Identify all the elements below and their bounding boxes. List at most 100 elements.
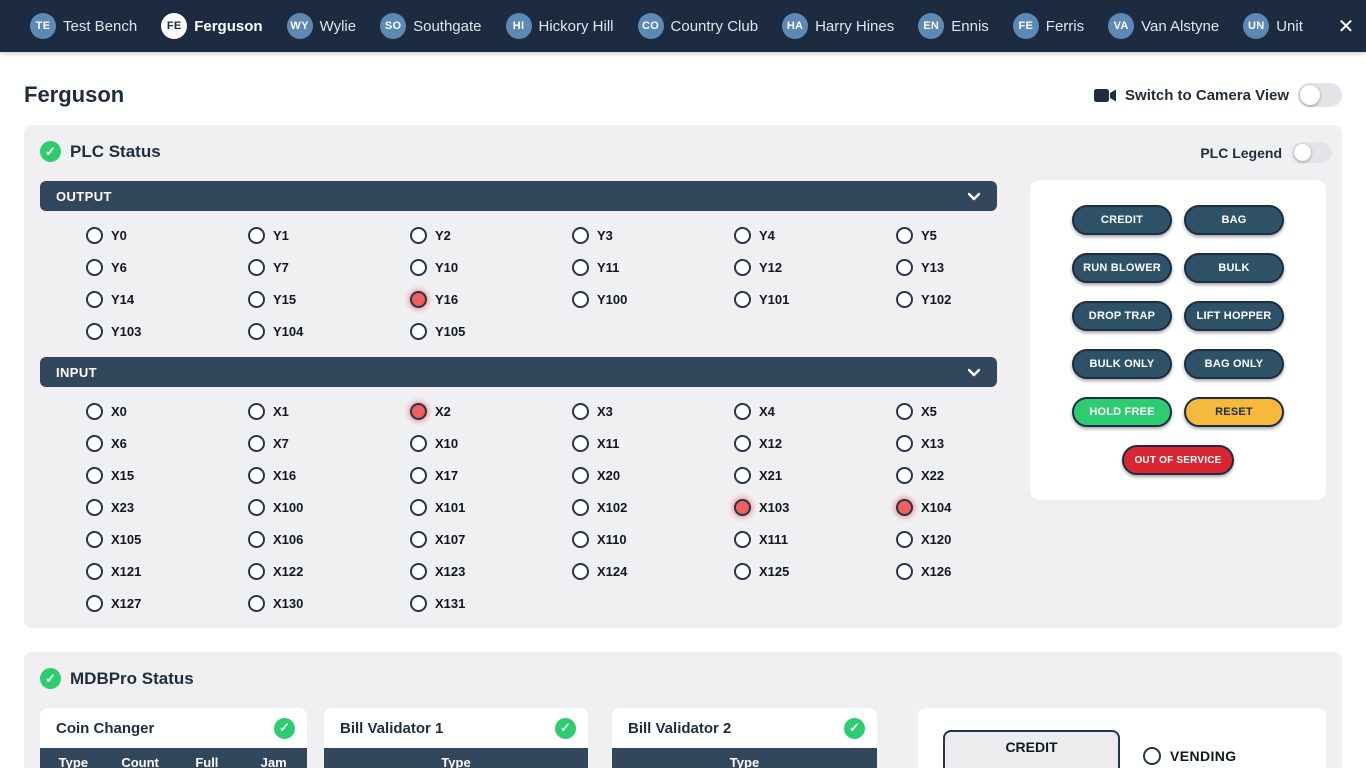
radio-Y1[interactable] [248,226,265,244]
bag-only-button[interactable]: BAG ONLY [1184,349,1284,379]
plc-point-X123: X123 [410,555,572,587]
radio-Y105[interactable] [410,322,427,340]
radio-X2[interactable] [410,402,427,420]
radio-Y0[interactable] [86,226,103,244]
radio-X131[interactable] [410,594,427,612]
plc-point-X17: X17 [410,459,572,491]
radio-label: Y3 [597,227,613,243]
camera-view-toggle[interactable] [1298,83,1342,107]
run-blower-button[interactable]: RUN BLOWER [1072,253,1172,283]
radio-X104[interactable] [896,498,913,516]
radio-X12[interactable] [734,434,751,452]
radio-X4[interactable] [734,402,751,420]
radio-X123[interactable] [410,562,427,580]
nav-tab-ferris[interactable]: FE Ferris [1012,13,1084,39]
radio-X120[interactable] [896,530,913,548]
radio-X10[interactable] [410,434,427,452]
nav-tab-hickory-hill[interactable]: HI Hickory Hill [505,13,614,39]
radio-X127[interactable] [86,594,103,612]
radio-X105[interactable] [86,530,103,548]
lift-hopper-button[interactable]: LIFT HOPPER [1184,301,1284,331]
reset-button[interactable]: RESET [1184,397,1284,427]
radio-Y100[interactable] [572,290,589,308]
plc-legend-toggle-row: PLC Legend [1200,142,1332,163]
bag-button[interactable]: BAG [1184,205,1284,235]
radio-Y104[interactable] [248,322,265,340]
radio-Y101[interactable] [734,290,751,308]
out-of-service-button[interactable]: OUT OF SERVICE [1122,445,1234,475]
radio-Y6[interactable] [86,258,103,276]
radio-Y103[interactable] [86,322,103,340]
radio-Y2[interactable] [410,226,427,244]
radio-X111[interactable] [734,530,751,548]
radio-label: X13 [921,435,945,451]
radio-X102[interactable] [572,498,589,516]
radio-X22[interactable] [896,466,913,484]
radio-X100[interactable] [248,498,265,516]
radio-Y10[interactable] [410,258,427,276]
vending-radio[interactable] [1143,747,1161,765]
nav-tab-van-alstyne[interactable]: VA Van Alstyne [1108,13,1219,39]
hold-free-button[interactable]: HOLD FREE [1072,397,1172,427]
radio-Y5[interactable] [896,226,913,244]
radio-Y3[interactable] [572,226,589,244]
plc-point-Y3: Y3 [572,219,734,251]
bulk-only-button[interactable]: BULK ONLY [1072,349,1172,379]
plc-section-header-output[interactable]: OUTPUT [40,181,997,211]
radio-Y11[interactable] [572,258,589,276]
radio-X101[interactable] [410,498,427,516]
radio-X13[interactable] [896,434,913,452]
radio-X7[interactable] [248,434,265,452]
radio-X23[interactable] [86,498,103,516]
radio-X103[interactable] [734,498,751,516]
radio-X1[interactable] [248,402,265,420]
plc-point-Y15: Y15 [248,283,410,315]
nav-tab-country-club[interactable]: CO Country Club [637,13,758,39]
radio-Y4[interactable] [734,226,751,244]
radio-X125[interactable] [734,562,751,580]
tab-label: Wylie [319,17,357,35]
bulk-button[interactable]: BULK [1184,253,1284,283]
radio-Y15[interactable] [248,290,265,308]
radio-X0[interactable] [86,402,103,420]
radio-Y16[interactable] [410,290,427,308]
radio-X110[interactable] [572,530,589,548]
radio-Y102[interactable] [896,290,913,308]
radio-X11[interactable] [572,434,589,452]
radio-X121[interactable] [86,562,103,580]
tab-label: Ferguson [194,17,263,35]
radio-X130[interactable] [248,594,265,612]
credit-button[interactable]: CREDIT [1072,205,1172,235]
radio-X106[interactable] [248,530,265,548]
nav-tab-southgate[interactable]: SO Southgate [380,13,482,39]
radio-label: X10 [435,435,459,451]
nav-tab-wylie[interactable]: WY Wylie [286,13,357,39]
radio-X16[interactable] [248,466,265,484]
nav-tab-ferguson[interactable]: FE Ferguson [161,13,263,39]
radio-Y7[interactable] [248,258,265,276]
radio-X3[interactable] [572,402,589,420]
nav-tab-ennis[interactable]: EN Ennis [918,13,989,39]
radio-X126[interactable] [896,562,913,580]
vending-option[interactable]: VENDING [1143,747,1237,765]
close-icon[interactable]: ✕ [1326,0,1366,52]
radio-X15[interactable] [86,466,103,484]
nav-tab-unit[interactable]: UN Unit [1243,13,1303,39]
radio-X107[interactable] [410,530,427,548]
radio-X124[interactable] [572,562,589,580]
radio-Y12[interactable] [734,258,751,276]
radio-label: X106 [273,531,304,547]
radio-X5[interactable] [896,402,913,420]
radio-X21[interactable] [734,466,751,484]
plc-section-header-input[interactable]: INPUT [40,357,997,387]
radio-Y13[interactable] [896,258,913,276]
nav-tab-test-bench[interactable]: TE Test Bench [30,13,137,39]
nav-tab-harry-hines[interactable]: HA Harry Hines [782,13,894,39]
radio-X122[interactable] [248,562,265,580]
plc-legend-toggle[interactable] [1292,142,1332,163]
radio-X6[interactable] [86,434,103,452]
radio-X20[interactable] [572,466,589,484]
radio-X17[interactable] [410,466,427,484]
drop-trap-button[interactable]: DROP TRAP [1072,301,1172,331]
radio-Y14[interactable] [86,290,103,308]
